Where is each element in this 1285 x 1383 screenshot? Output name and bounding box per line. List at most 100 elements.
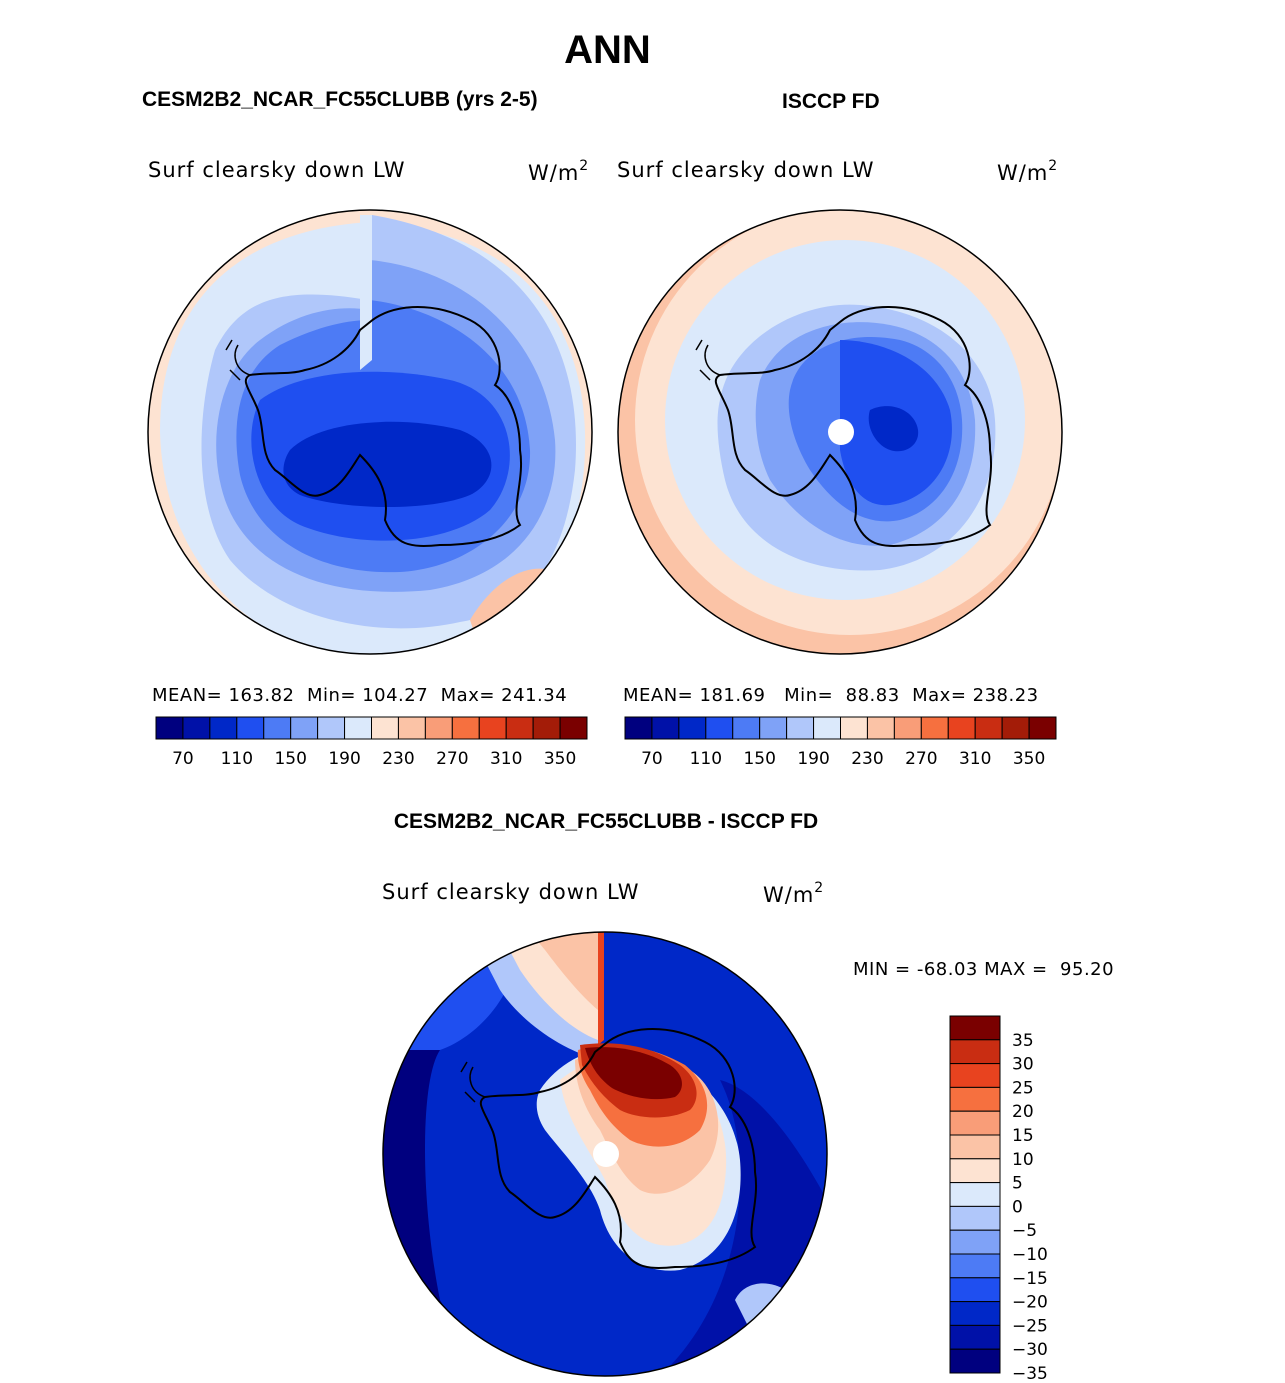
model-colorbar-box: [397, 716, 426, 740]
obs-colorbar-box: [893, 716, 922, 740]
diff-stats: MIN = -68.03 MAX = 95.20: [853, 959, 1115, 980]
model-colorbar-box: [478, 716, 507, 740]
obs-colorbar-box: [624, 716, 653, 740]
diff-colorbar-box: [949, 1039, 1001, 1065]
model-colorbar-box: [424, 716, 453, 740]
obs-colorbar-box: [920, 716, 949, 740]
diff-colorbar-box: [949, 1324, 1001, 1350]
diff-map-border: [382, 931, 828, 1377]
diff-units: W/m2: [763, 880, 825, 907]
obs-colorbar-box: [974, 716, 1003, 740]
obs-colorbar-tick-label: 350: [1013, 749, 1045, 769]
diff-colorbar-tick-label: −20: [1012, 1293, 1048, 1313]
obs-colorbar-box: [732, 716, 761, 740]
diff-colorbar-tick-label: −5: [1012, 1221, 1037, 1241]
model-colorbar-tick-label: 110: [221, 749, 253, 769]
obs-stats: MEAN= 181.69 Min= 88.83 Max= 238.23: [623, 685, 1039, 706]
obs-colorbar: 70 110 150 190 230 270 310 350: [624, 716, 1057, 769]
diff-colorbar-tick-label: 5: [1012, 1174, 1023, 1194]
diff-colorbar-tick-label: 20: [1012, 1102, 1034, 1122]
model-units: W/m2: [528, 158, 590, 185]
diff-colorbar-tick-label: 15: [1012, 1126, 1034, 1146]
model-map-border: [147, 209, 593, 655]
diff-colorbar-box: [949, 1205, 1001, 1231]
diff-colorbar-tick-label: 0: [1012, 1197, 1023, 1217]
obs-colorbar-tick-label: 110: [690, 749, 722, 769]
model-colorbar-box: [290, 716, 319, 740]
diff-colorbar-tick-label: 35: [1012, 1031, 1034, 1051]
model-colorbar-tick-label: 270: [436, 749, 468, 769]
model-map: [148, 210, 592, 654]
obs-units: W/m2: [997, 158, 1059, 185]
diff-variable-label: Surf clearsky down LW: [382, 880, 640, 904]
diff-colorbar-box: [949, 1110, 1001, 1136]
obs-colorbar-box: [840, 716, 868, 740]
obs-colorbar-tick-label: 230: [851, 749, 883, 769]
diff-map: [383, 932, 827, 1376]
diff-colorbar-tick-label: −10: [1012, 1245, 1048, 1265]
model-colorbar-box: [344, 716, 372, 740]
model-colorbar-box: [371, 716, 399, 740]
obs-colorbar-box: [813, 716, 841, 740]
diff-colorbar-tick-label: −25: [1012, 1316, 1048, 1336]
diff-colorbar-tick-label: −30: [1012, 1340, 1048, 1360]
obs-colorbar-box: [786, 716, 815, 740]
model-colorbar-tick-label: 350: [544, 749, 576, 769]
model-colorbar-box: [505, 716, 534, 740]
obs-colorbar-box: [866, 716, 895, 740]
model-colorbar-box: [209, 716, 238, 740]
model-colorbar-tick-label: 230: [382, 749, 414, 769]
model-colorbar-box: [317, 716, 346, 740]
diff-colorbar-box: [949, 1229, 1001, 1255]
obs-colorbar-tick-label: 270: [905, 749, 937, 769]
diff-colorbar-box: [949, 1063, 1001, 1088]
model-colorbar-box: [559, 716, 588, 740]
model-colorbar-box: [451, 716, 480, 740]
diff-colorbar-tick-label: −35: [1012, 1364, 1048, 1383]
diff-colorbar-tick-label: 30: [1012, 1055, 1034, 1075]
obs-colorbar-tick-label: 310: [959, 749, 991, 769]
obs-colorbar-box: [651, 716, 680, 740]
diff-colorbar-box: [949, 1277, 1001, 1303]
model-colorbar-box: [182, 716, 211, 740]
obs-colorbar-box: [678, 716, 707, 740]
diff-colorbar-box: [949, 1182, 1001, 1207]
model-colorbar-box: [155, 716, 184, 740]
model-colorbar-tick-label: 70: [172, 749, 194, 769]
diff-colorbar-box: [949, 1348, 1001, 1374]
obs-case-title: ISCCP FD: [782, 90, 880, 113]
model-variable-label: Surf clearsky down LW: [148, 158, 406, 182]
diff-colorbar-box: [949, 1301, 1001, 1326]
obs-colorbar-box: [947, 716, 976, 740]
diff-colorbar-box: [949, 1253, 1001, 1279]
model-colorbar-tick-label: 310: [490, 749, 522, 769]
diff-colorbar-tick-label: 25: [1012, 1078, 1034, 1098]
figure-title: ANN: [564, 28, 651, 72]
diff-colorbar-tick-label: 10: [1012, 1150, 1034, 1170]
diff-case-title: CESM2B2_NCAR_FC55CLUBB - ISCCP FD: [393, 810, 819, 833]
obs-colorbar-tick-label: 190: [797, 749, 829, 769]
obs-colorbar-box: [705, 716, 734, 740]
diff-colorbar: 35 30 25 20 15 10 5 0 −5 −10 −15 −20 −25 −30 −35: [949, 1015, 1048, 1383]
obs-map: [618, 210, 1062, 654]
diff-colorbar-box: [949, 1134, 1001, 1160]
obs-colorbar-tick-label: 70: [641, 749, 663, 769]
obs-colorbar-box: [1001, 716, 1030, 740]
model-colorbar-tick-label: 150: [274, 749, 306, 769]
model-case-title: CESM2B2_NCAR_FC55CLUBB (yrs 2-5): [142, 88, 538, 111]
diff-colorbar-box: [949, 1015, 1001, 1041]
model-colorbar-box: [532, 716, 561, 740]
diff-colorbar-tick-label: −15: [1012, 1269, 1048, 1289]
obs-colorbar-box: [759, 716, 788, 740]
model-colorbar-tick-label: 190: [328, 749, 360, 769]
model-colorbar: 70 110 150 190 230 270 310 350: [155, 716, 588, 769]
model-colorbar-box: [263, 716, 292, 740]
diff-colorbar-box: [949, 1158, 1001, 1184]
obs-variable-label: Surf clearsky down LW: [617, 158, 875, 182]
obs-colorbar-tick-label: 150: [743, 749, 775, 769]
obs-colorbar-box: [1028, 716, 1057, 740]
diff-colorbar-box: [949, 1086, 1001, 1112]
model-stats: MEAN= 163.82 Min= 104.27 Max= 241.34: [152, 685, 568, 706]
model-colorbar-box: [236, 716, 265, 740]
